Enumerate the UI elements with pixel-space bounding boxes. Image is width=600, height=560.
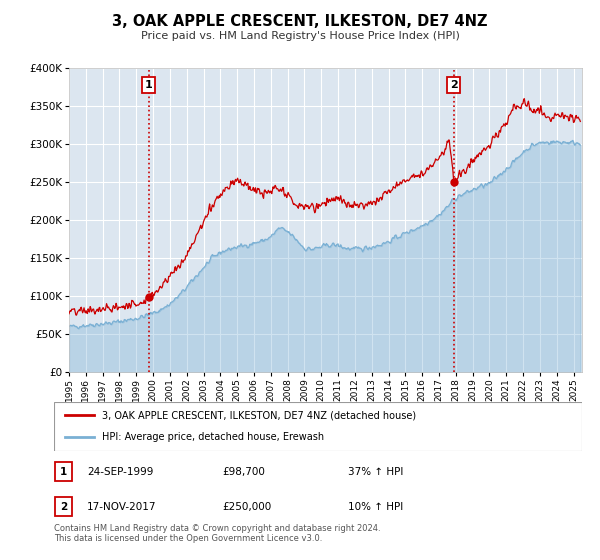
Text: Price paid vs. HM Land Registry's House Price Index (HPI): Price paid vs. HM Land Registry's House … [140,31,460,41]
Text: HPI: Average price, detached house, Erewash: HPI: Average price, detached house, Erew… [101,432,323,442]
Text: £98,700: £98,700 [222,466,265,477]
Text: This data is licensed under the Open Government Licence v3.0.: This data is licensed under the Open Gov… [54,534,322,543]
Text: 2: 2 [60,502,67,512]
Text: 24-SEP-1999: 24-SEP-1999 [87,466,154,477]
Text: 3, OAK APPLE CRESCENT, ILKESTON, DE7 4NZ (detached house): 3, OAK APPLE CRESCENT, ILKESTON, DE7 4NZ… [101,410,416,421]
Text: 10% ↑ HPI: 10% ↑ HPI [348,502,403,512]
Text: 17-NOV-2017: 17-NOV-2017 [87,502,157,512]
Text: 1: 1 [145,80,152,90]
Text: 2: 2 [450,80,458,90]
Text: 3, OAK APPLE CRESCENT, ILKESTON, DE7 4NZ: 3, OAK APPLE CRESCENT, ILKESTON, DE7 4NZ [112,14,488,29]
Text: Contains HM Land Registry data © Crown copyright and database right 2024.: Contains HM Land Registry data © Crown c… [54,524,380,533]
Text: 1: 1 [60,466,67,477]
Text: £250,000: £250,000 [222,502,271,512]
Text: 37% ↑ HPI: 37% ↑ HPI [348,466,403,477]
